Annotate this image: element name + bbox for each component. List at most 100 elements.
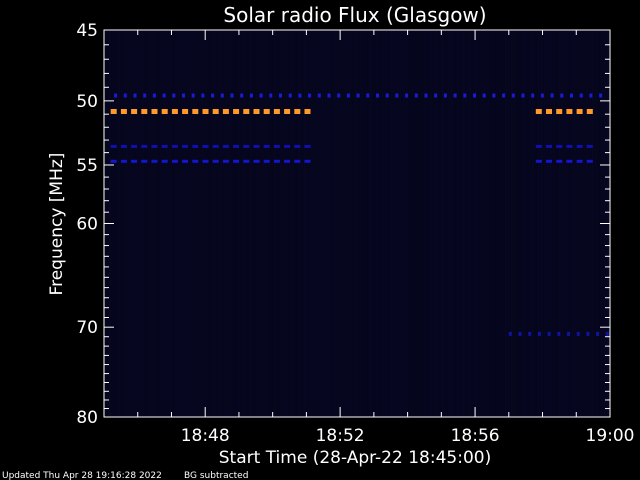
band-segment <box>120 159 127 163</box>
band-segment <box>133 93 137 98</box>
noise-streak <box>352 30 354 417</box>
noise-streak <box>205 30 207 417</box>
noise-streak <box>481 30 483 417</box>
noise-streak <box>454 30 456 417</box>
band-segment <box>263 144 270 148</box>
noise-streak <box>595 30 597 417</box>
noise-streak <box>259 30 261 417</box>
band-segment <box>120 109 127 114</box>
band-segment <box>162 93 166 98</box>
footer-bg-note: BG subtracted <box>184 471 248 480</box>
noise-streak <box>277 30 279 417</box>
x-tick-label: 19:00 <box>586 426 635 446</box>
noise-streak <box>574 30 576 417</box>
noise-streak <box>232 30 234 417</box>
noise-streak <box>505 30 507 417</box>
band-segment <box>182 93 185 98</box>
noise-streak <box>280 30 282 417</box>
band-segment <box>220 93 224 98</box>
noise-streak <box>301 30 303 417</box>
noise-streak <box>355 30 357 417</box>
noise-streak <box>418 30 420 417</box>
band-segment <box>453 93 457 98</box>
noise-streak <box>136 30 138 417</box>
band-segment <box>143 93 147 98</box>
noise-streak <box>265 30 267 417</box>
band-segment <box>434 93 438 98</box>
noise-streak <box>238 30 240 417</box>
noise-streak <box>214 30 216 417</box>
noise-streak <box>544 30 546 417</box>
noise-streak <box>334 30 336 417</box>
band-segment <box>192 144 199 148</box>
noise-streak <box>139 30 141 417</box>
band-segment <box>131 144 138 148</box>
band-segment <box>284 144 291 148</box>
noise-streak <box>391 30 393 417</box>
band-segment <box>192 109 199 114</box>
noise-streak <box>490 30 492 417</box>
noise-streak <box>175 30 177 417</box>
noise-streak <box>307 30 309 417</box>
x-tick-label: 18:48 <box>181 426 230 446</box>
noise-streak <box>385 30 387 417</box>
plot-area <box>104 30 610 417</box>
noise-streak <box>577 30 579 417</box>
band-segment <box>161 144 168 148</box>
band-segment <box>141 144 148 148</box>
band-segment <box>546 109 552 114</box>
noise-streak <box>526 30 528 417</box>
noise-streak <box>148 30 150 417</box>
band-segment <box>279 93 282 98</box>
band-segment <box>540 93 544 98</box>
noise-streak <box>457 30 459 417</box>
band-segment <box>566 144 573 148</box>
noise-streak <box>547 30 549 417</box>
band-segment <box>576 109 583 114</box>
noise-streak <box>439 30 441 417</box>
noise-streak <box>493 30 495 417</box>
noise-streak <box>274 30 276 417</box>
band-segment <box>161 109 168 114</box>
noise-streak <box>310 30 312 417</box>
noise-streak <box>247 30 249 417</box>
band-segment <box>557 331 561 336</box>
noise-streak <box>397 30 399 417</box>
tick-labels: 45 50 55 60 70 80 18:48 18:52 18:56 19:00 <box>76 21 634 446</box>
noise-streak <box>157 30 159 417</box>
noise-streak <box>313 30 315 417</box>
emission-bands <box>110 93 609 336</box>
band-segment <box>240 93 244 98</box>
band-segment <box>131 109 138 114</box>
noise-streak <box>496 30 498 417</box>
band-segment <box>567 331 570 336</box>
noise-streak <box>193 30 195 417</box>
band-segment <box>294 109 301 114</box>
noise-streak <box>316 30 318 417</box>
band-segment <box>201 93 205 98</box>
noise-streak <box>424 30 426 417</box>
band-segment <box>605 331 609 336</box>
noise-streak <box>448 30 450 417</box>
noise-streak <box>118 30 120 417</box>
band-segment <box>502 93 506 98</box>
band-segment <box>253 144 260 148</box>
noise-streak <box>430 30 432 417</box>
band-segment <box>182 109 189 114</box>
band-segment <box>537 331 541 336</box>
band-segment <box>192 159 199 163</box>
noise-streak <box>328 30 330 417</box>
band-segment <box>243 159 250 163</box>
noise-streak <box>133 30 135 417</box>
band-segment <box>141 109 148 114</box>
band-segment <box>304 159 311 163</box>
band-segment <box>599 93 603 98</box>
y-tick-label: 80 <box>76 408 98 428</box>
band-segment <box>123 93 127 98</box>
noise-streak <box>115 30 117 417</box>
band-segment <box>356 93 360 98</box>
noise-streak <box>295 30 297 417</box>
band-segment <box>556 159 563 163</box>
band-segment <box>556 144 563 148</box>
